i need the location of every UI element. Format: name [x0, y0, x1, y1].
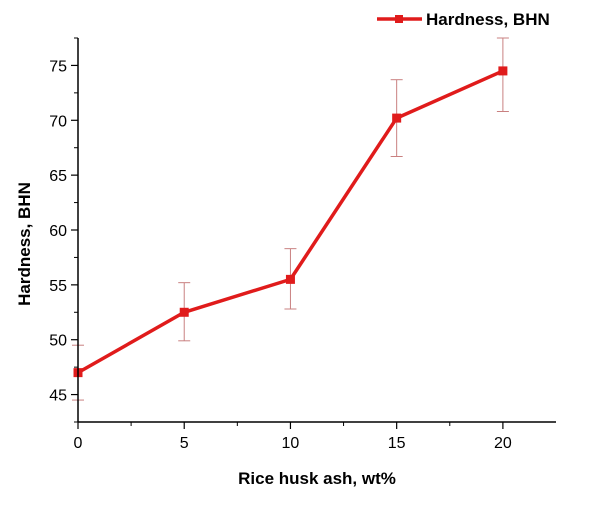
- x-tick-label: 15: [388, 435, 406, 452]
- data-point: [179, 307, 189, 317]
- legend-marker-swatch: [395, 15, 403, 23]
- y-tick-label: 65: [49, 168, 67, 185]
- y-tick-label: 55: [49, 278, 67, 295]
- y-tick-label: 75: [49, 58, 67, 75]
- x-ticks: 0 5 10 15 20: [74, 422, 512, 452]
- y-axis-title: Hardness, BHN: [15, 182, 34, 306]
- x-axis-title: Rice husk ash, wt%: [238, 469, 396, 488]
- y-tick-label: 70: [49, 113, 67, 130]
- y-tick-label: 50: [49, 333, 67, 350]
- data-point: [392, 113, 402, 123]
- legend-label: Hardness, BHN: [426, 10, 550, 29]
- x-tick-label: 10: [282, 435, 300, 452]
- series-line: [77, 69, 504, 375]
- x-tick-label: 5: [180, 435, 189, 452]
- y-tick-label: 45: [49, 388, 67, 405]
- x-tick-label: 20: [494, 435, 512, 452]
- y-tick-label: 60: [49, 223, 67, 240]
- error-bars: [72, 37, 509, 401]
- x-tick-label: 0: [74, 435, 83, 452]
- legend: Hardness, BHN: [377, 10, 550, 29]
- data-point: [285, 274, 295, 284]
- axes: [77, 38, 556, 423]
- y-ticks: 45 50 55 60 65 70 75: [49, 37, 78, 423]
- data-markers: [73, 66, 508, 378]
- data-point: [498, 66, 508, 76]
